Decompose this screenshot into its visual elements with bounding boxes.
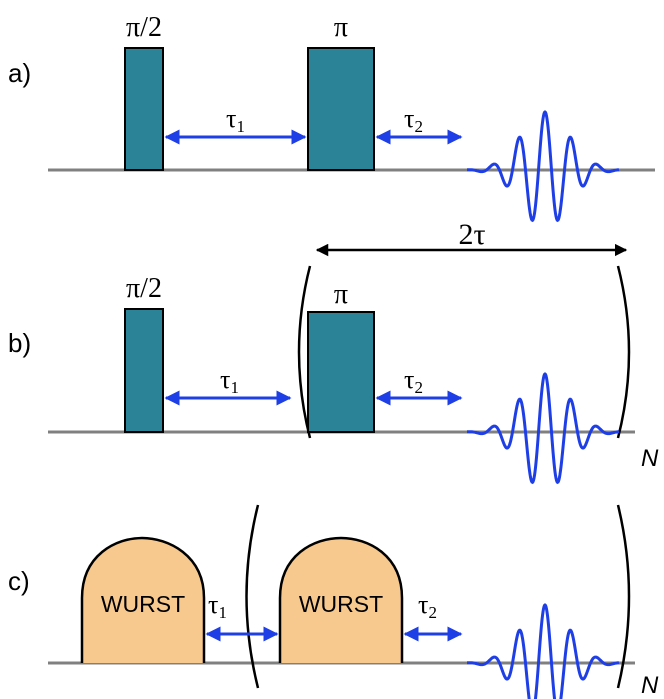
pi-half-pulse-a <box>124 47 164 171</box>
left-bracket-c <box>245 504 260 689</box>
pi-pulse-b <box>307 311 375 433</box>
left-bracket-b <box>297 265 312 439</box>
tau1-label-b: τ1 <box>220 365 239 397</box>
echo-signal-b <box>467 372 620 485</box>
tau2-label-a: τ2 <box>404 104 423 136</box>
right-bracket-b <box>616 265 631 439</box>
wurst-label-1-c: WURST <box>101 591 185 617</box>
pi-pulse-a <box>307 47 375 171</box>
tau1-label-c: τ1 <box>208 590 227 622</box>
panel-b: b) 2τ N π/2 π τ1 τ2 <box>8 218 659 485</box>
panel-a-label: a) <box>8 58 31 88</box>
repeat-n-label-c: N <box>641 672 659 699</box>
repeat-n-label-b: N <box>641 445 659 472</box>
tau2-label-b: τ2 <box>404 365 423 397</box>
panel-a: a) π/2 π τ1 τ2 <box>8 12 655 223</box>
right-bracket-c <box>616 504 631 689</box>
pi-half-pulse-b <box>124 308 164 433</box>
echo-signal-c <box>467 603 620 699</box>
pi-half-label-a: π/2 <box>126 12 162 43</box>
wurst-label-2-c: WURST <box>299 591 383 617</box>
tau2-label-c: τ2 <box>418 590 437 622</box>
tau1-label-a: τ1 <box>226 104 245 136</box>
pi-label-b: π <box>334 279 348 310</box>
wurst-pulse-1-c <box>80 536 206 663</box>
panel-c: c) N WURST WURST τ1 τ2 <box>8 504 659 699</box>
echo-signal-a <box>467 110 620 223</box>
pi-half-label-b: π/2 <box>126 273 162 304</box>
panel-c-label: c) <box>8 566 30 596</box>
pi-label-a: π <box>334 12 348 43</box>
wurst-pulse-2-c <box>278 536 404 663</box>
panel-b-label: b) <box>8 328 31 358</box>
two-tau-label-b: 2τ <box>458 218 485 251</box>
